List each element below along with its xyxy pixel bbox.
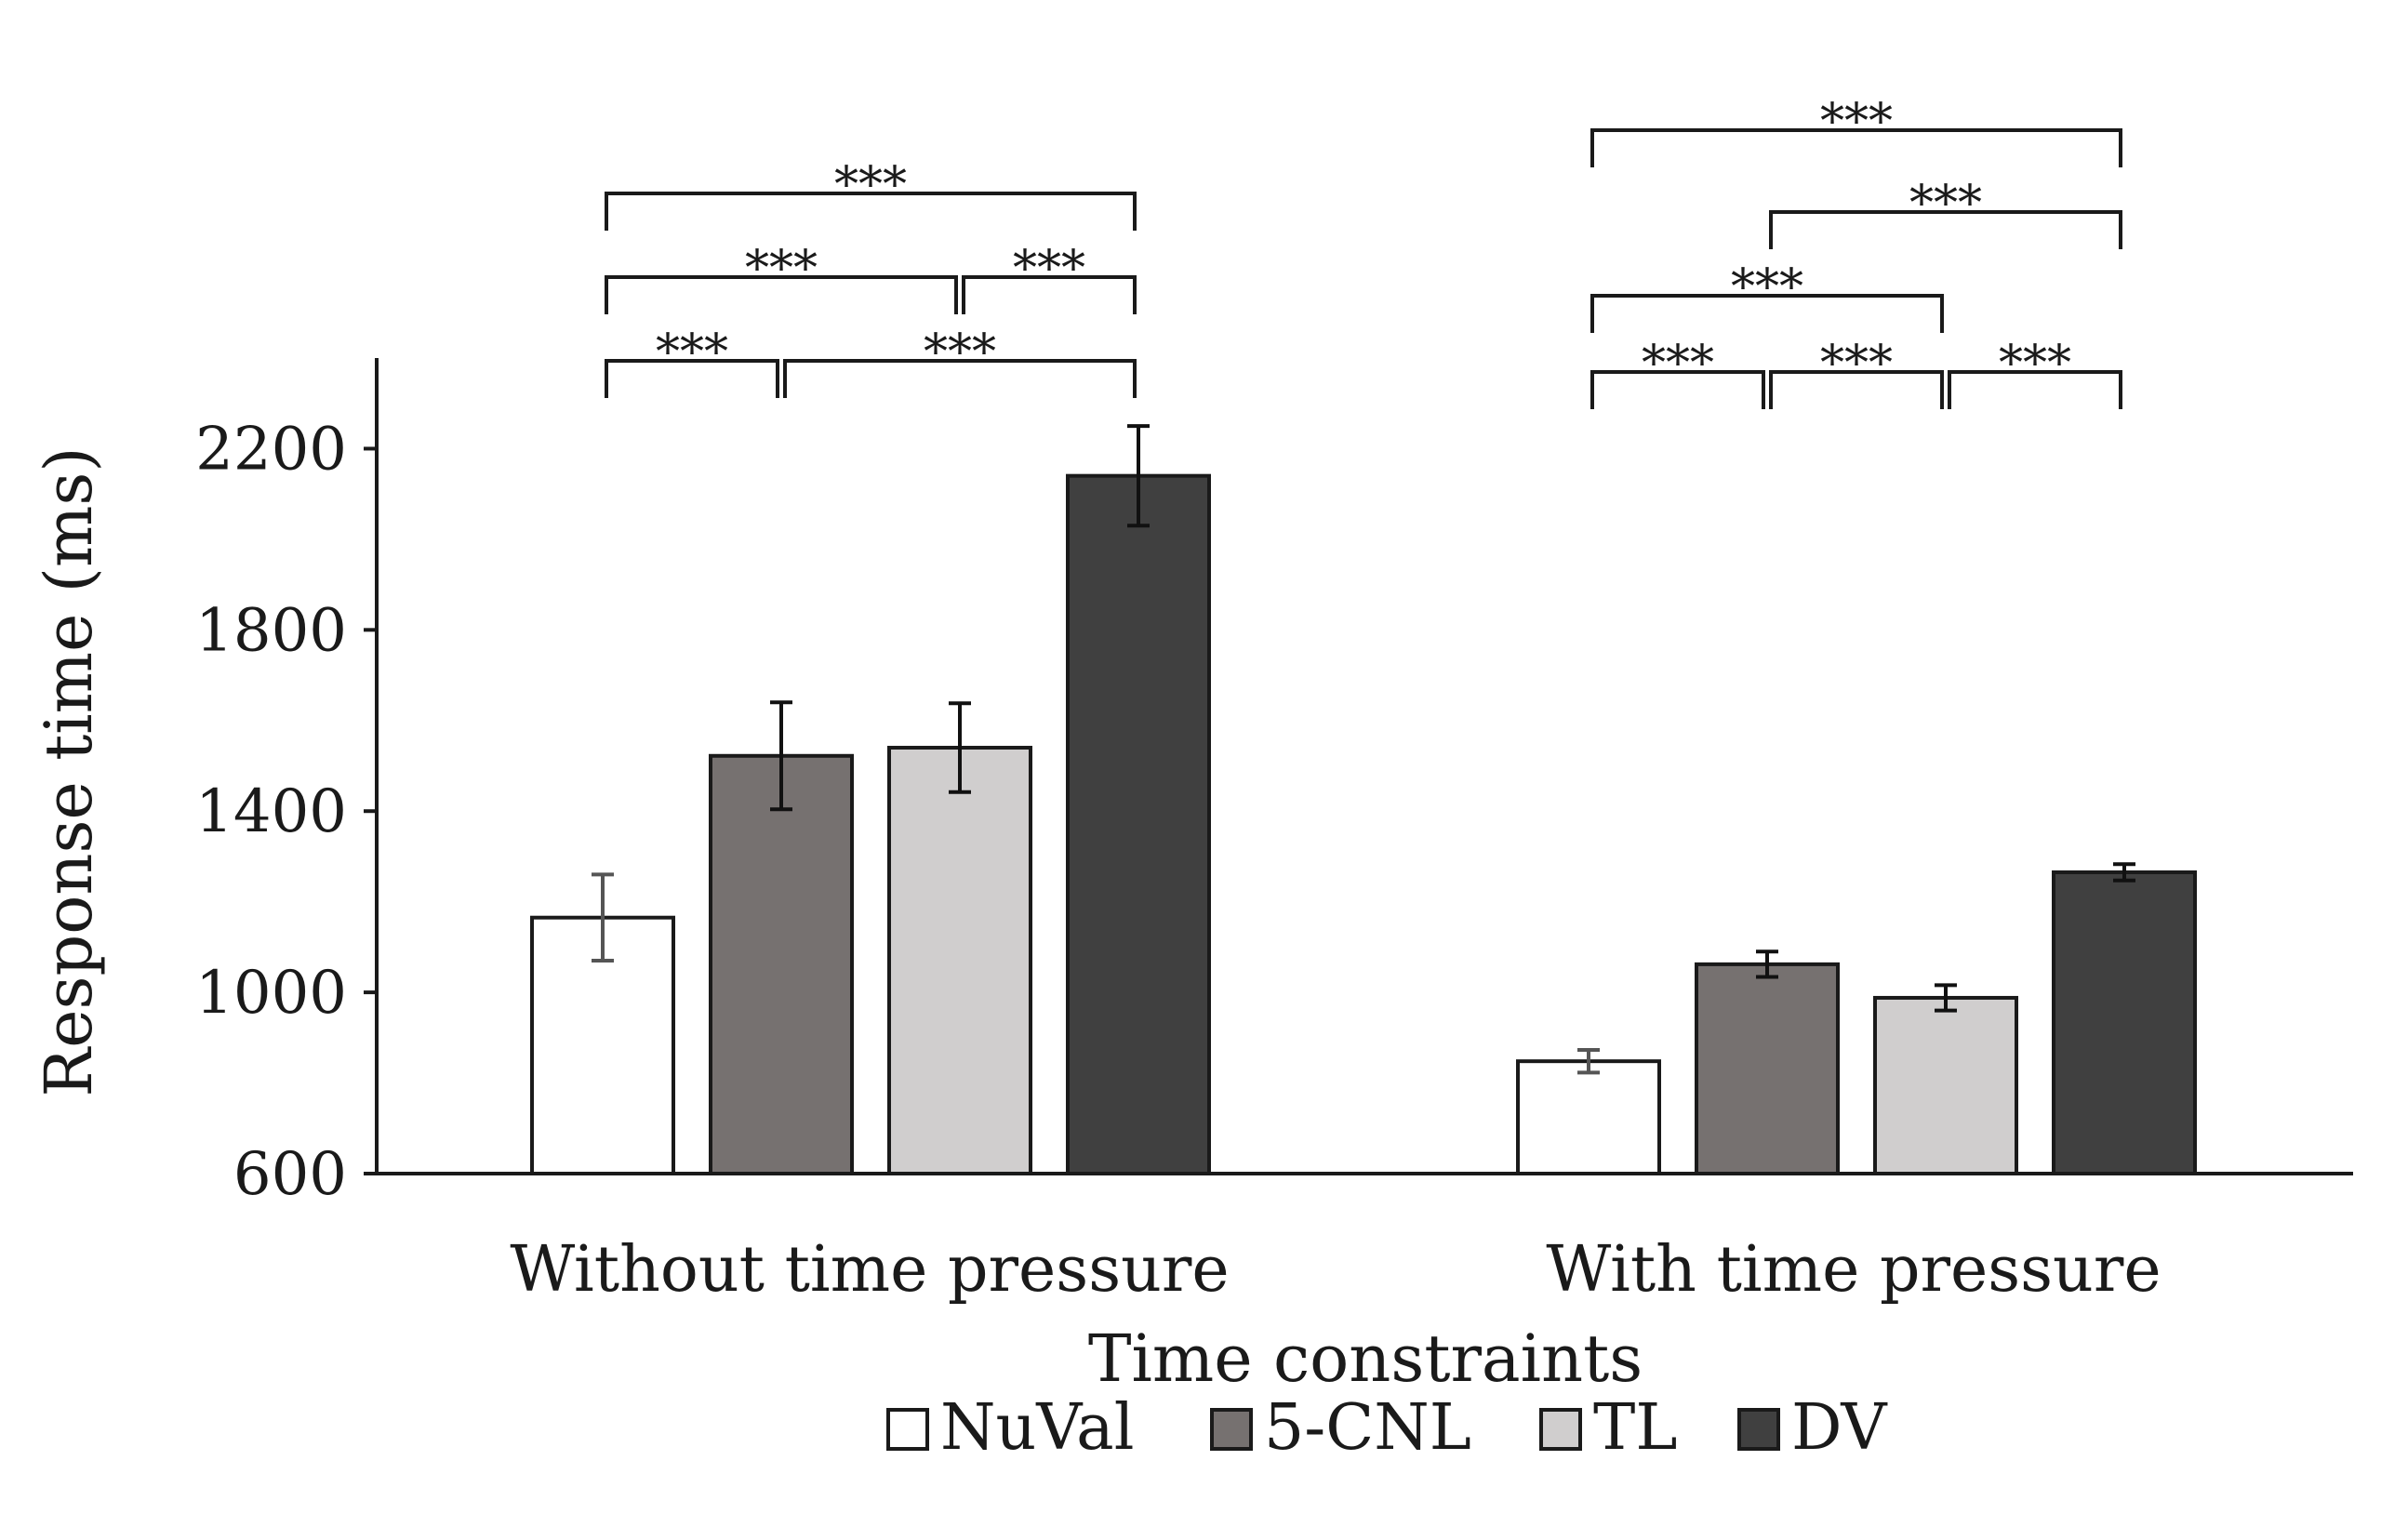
y-tick-label: 1400 [195, 777, 347, 846]
bar-5-cnl [1695, 962, 1840, 1175]
legend-swatch [1210, 1408, 1253, 1451]
legend-item-nuval: NuVal [886, 1391, 1134, 1465]
bar-dv [1066, 473, 1211, 1175]
error-bars [592, 424, 2135, 1075]
error-bar [1577, 1047, 1600, 1075]
legend-item-tl: TL [1539, 1391, 1678, 1465]
significance-bracket: *** [1590, 336, 1765, 409]
significance-bracket: *** [605, 157, 1137, 231]
y-axis-title: Response time (ms) [31, 446, 107, 1096]
significance-bracket: *** [1590, 259, 1944, 333]
significance-bracket: *** [1769, 336, 1944, 409]
significance-label: *** [1642, 336, 1714, 392]
bar-dv [2052, 870, 2197, 1175]
legend-swatch [886, 1408, 929, 1451]
error-bar [770, 700, 792, 812]
error-bar [1935, 983, 1957, 1013]
significance-label: *** [656, 325, 728, 380]
bar-tl [1873, 995, 2018, 1175]
error-bar [2113, 862, 2135, 883]
legend-label: DV [1791, 1391, 1888, 1465]
legend-label: NuVal [940, 1391, 1134, 1465]
bars [530, 473, 2197, 1176]
legend-swatch [1737, 1408, 1780, 1451]
significance-label: *** [745, 241, 818, 297]
y-tick-label: 2200 [195, 415, 347, 484]
significance-bracket: *** [962, 241, 1137, 314]
significance-label: *** [1731, 259, 1803, 315]
error-bar [949, 701, 971, 794]
legend-swatch [1539, 1408, 1582, 1451]
significance-bracket: *** [605, 325, 779, 398]
bar-tl [887, 746, 1032, 1175]
legend-item-5-cnl: 5-CNL [1210, 1391, 1471, 1465]
significance-label: *** [924, 325, 996, 380]
category-label: Without time pressure [510, 1233, 1229, 1307]
significance-bracket: *** [1948, 336, 2122, 409]
x-axis: Without time pressure With time pressure [377, 1172, 2353, 1307]
significance-bracket: *** [1590, 94, 2122, 167]
error-bar [1756, 949, 1778, 979]
legend-label: 5-CNL [1264, 1391, 1471, 1465]
y-axis: 600 1000 1400 1800 2200 [195, 358, 379, 1209]
significance-label: *** [1909, 176, 1982, 232]
significance-brackets: *** *** *** *** *** *** *** *** *** *** *** [605, 94, 2122, 409]
x-axis-title: Time constraints [1088, 1321, 1643, 1397]
significance-label: *** [834, 157, 907, 213]
error-bar [1127, 424, 1150, 528]
significance-label: *** [1820, 336, 1893, 392]
y-tick-label: 1800 [195, 596, 347, 665]
y-tick-label: 1000 [195, 959, 347, 1028]
bar-nuval [1516, 1059, 1661, 1176]
significance-bracket: *** [1769, 176, 2122, 249]
bar-5-cnl [709, 753, 854, 1176]
significance-label: *** [1013, 241, 1085, 297]
legend-label: TL [1593, 1391, 1678, 1465]
significance-label: *** [1999, 336, 2071, 392]
significance-label: *** [1820, 94, 1893, 150]
error-bar [592, 872, 614, 963]
legend-item-dv: DV [1737, 1391, 1888, 1465]
category-label: With time pressure [1546, 1233, 2161, 1307]
significance-bracket: *** [783, 325, 1137, 398]
y-tick-label: 600 [233, 1140, 347, 1209]
legend: NuVal 5-CNL TL DV [886, 1391, 1888, 1465]
significance-bracket: *** [605, 241, 958, 314]
